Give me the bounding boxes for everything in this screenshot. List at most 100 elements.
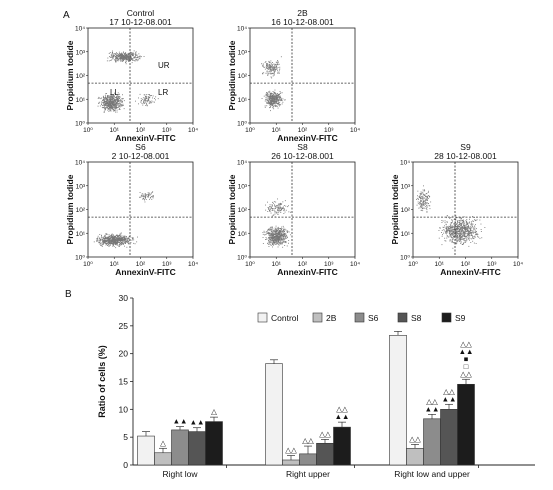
scatter-dot [269, 67, 271, 69]
scatter-dot [124, 56, 126, 58]
scatter-dot [112, 107, 114, 109]
scatter-dot [127, 237, 129, 239]
scatter-dot [461, 233, 462, 235]
scatter-dot [458, 220, 460, 221]
scatter-dot [269, 61, 270, 63]
scatter-dot [467, 226, 469, 228]
scatter-dot [463, 233, 465, 234]
scatter-dot [148, 100, 150, 102]
scatter-dot [267, 98, 269, 100]
scatter-dot [120, 103, 122, 105]
scatter-dot [471, 232, 473, 233]
scatter-dot [121, 237, 123, 238]
scatter-dot [275, 66, 277, 68]
scatter-dot [271, 237, 273, 239]
y-tick-label: 15 [119, 377, 129, 387]
scatter-dot [117, 241, 119, 243]
scatter-dot [468, 245, 470, 247]
scatter-dot [456, 232, 458, 234]
scatter-dot [270, 101, 272, 103]
scatter-dot [422, 199, 424, 201]
scatter-dot [115, 247, 117, 249]
scatter-dot [274, 97, 275, 99]
scatter-dot [101, 234, 102, 236]
scatter-dot [121, 99, 123, 101]
scatter-dot [267, 102, 269, 104]
scatter-dot [105, 107, 107, 109]
scatter-dot [450, 231, 452, 232]
y-tick-label: 10³ [238, 183, 248, 190]
scatter-dot [120, 99, 121, 101]
scatter-dot [283, 227, 285, 229]
scatter-dot [104, 242, 106, 244]
scatter-dot [279, 204, 281, 205]
scatter-dot [274, 207, 276, 209]
scatter-dot [139, 55, 141, 57]
scatter-dot [268, 232, 270, 233]
scatter-dot [459, 225, 461, 227]
scatter-dot [271, 234, 273, 236]
scatter-dot [426, 202, 427, 204]
scatter-dot [116, 104, 118, 106]
scatter-dot [275, 228, 277, 230]
scatter-dot [280, 99, 282, 100]
scatter-dot [269, 211, 271, 212]
scatter-dot [444, 240, 446, 242]
scatter-dot [467, 231, 469, 233]
scatter-dot [140, 101, 142, 103]
scatter-dot [110, 107, 112, 109]
scatter-dot [122, 238, 124, 240]
scatter-dot [111, 97, 113, 98]
scatter-dot [448, 236, 450, 238]
scatter-dot [274, 241, 276, 243]
scatter-dot [281, 103, 283, 105]
scatter-dot [469, 239, 470, 241]
scatter-dot [108, 96, 110, 98]
scatter-dot [117, 107, 119, 108]
x-tick-label: 10¹ [272, 127, 282, 134]
scatter-dot [272, 99, 274, 101]
scatter-dot [285, 205, 287, 207]
scatter-dot [108, 244, 109, 245]
scatter-dot [268, 95, 270, 97]
scatter-dot [97, 240, 99, 242]
scatter-dot [267, 99, 268, 101]
y-tick-label: 10¹ [401, 231, 411, 238]
scatter-dot [269, 65, 271, 67]
scatter-dot [128, 60, 129, 62]
plot-frame [87, 27, 194, 124]
scatter-dot [456, 228, 458, 229]
scatter-dot [97, 235, 99, 237]
scatter-dot [115, 239, 117, 240]
scatter-dot [105, 244, 107, 246]
scatter-dot [447, 227, 449, 229]
scatter-dot [119, 238, 121, 240]
scatter-dot [143, 193, 145, 195]
scatter-dot [112, 96, 114, 98]
scatter-dot [114, 105, 116, 107]
scatter-dot [99, 242, 101, 243]
x-axis-label: AnnexinV-FITC [277, 267, 337, 277]
scatter-dot [151, 196, 153, 198]
scatter-dot [105, 102, 107, 104]
scatter-dot [269, 243, 271, 245]
significance-marker: △△ [460, 339, 472, 348]
scatter-dot [288, 240, 290, 241]
scatter-dot [268, 65, 270, 67]
scatter-dot [442, 234, 443, 236]
scatter-dot [277, 236, 278, 238]
scatter-dot [459, 233, 461, 234]
scatter-dot [132, 237, 133, 239]
scatter-dot [277, 229, 279, 231]
scatter-dot [266, 100, 268, 102]
scatter-dot [268, 64, 270, 66]
scatter-dot [280, 235, 281, 237]
scatter-dot [126, 238, 128, 240]
scatter-dot [450, 223, 452, 225]
scatter-dot [422, 207, 424, 209]
scatter-dot [455, 234, 457, 236]
bar-s9-2 [457, 383, 475, 466]
scatter-dot [424, 197, 425, 199]
scatter-dot [265, 204, 266, 206]
scatter-dot [104, 238, 106, 240]
